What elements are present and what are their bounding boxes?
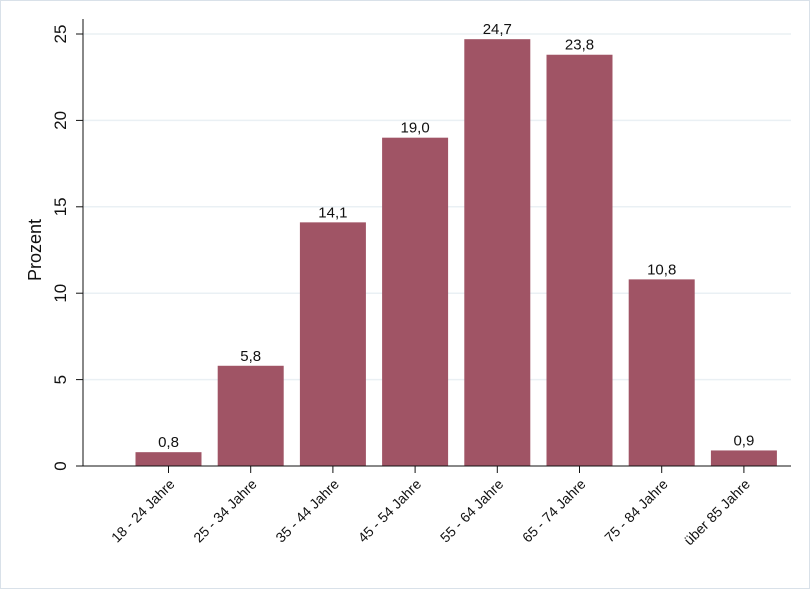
x-tick-label: über 85 Jahre	[681, 476, 754, 549]
y-tick-label: 5	[51, 375, 70, 384]
x-tick-label: 25 - 34 Jahre	[190, 476, 260, 546]
bar-value-label: 19,0	[400, 120, 429, 137]
bar-value-label: 5,8	[240, 348, 261, 365]
bar	[546, 54, 613, 467]
bar-value-label: 24,7	[483, 21, 512, 38]
bar-value-label: 0,9	[733, 432, 754, 449]
x-tick-label: 75 - 84 Jahre	[601, 476, 671, 546]
y-axis-label: Prozent	[25, 219, 45, 281]
bar	[299, 222, 366, 466]
bars: 0,8 5,8 14,1 19,0 24,7 23,8 10,8 0,9	[135, 21, 777, 467]
y-tick-label: 0	[51, 461, 70, 470]
x-axis: 18 - 24 Jahre 25 - 34 Jahre 35 - 44 Jahre 4…	[83, 465, 791, 549]
y-axis: 0 5 10 15 20 25	[51, 19, 84, 471]
bar	[464, 39, 531, 467]
bar-value-label: 0,8	[158, 434, 179, 451]
bar-value-label: 10,8	[647, 261, 676, 278]
x-tick-label: 18 - 24 Jahre	[108, 476, 178, 546]
bar	[710, 450, 777, 466]
bar	[382, 137, 449, 466]
bar-value-label: 23,8	[565, 37, 594, 54]
y-tick-label: 25	[51, 25, 70, 44]
x-tick-label: 65 - 74 Jahre	[519, 476, 589, 546]
y-tick-label: 15	[51, 197, 70, 216]
y-tick-label: 10	[51, 284, 70, 303]
bar	[217, 365, 284, 466]
y-tick-label: 20	[51, 111, 70, 130]
x-tick-label: 55 - 64 Jahre	[437, 476, 507, 546]
bar	[628, 279, 695, 466]
bar-value-label: 14,1	[318, 204, 347, 221]
bar	[135, 452, 202, 466]
x-tick-label: 45 - 54 Jahre	[355, 476, 425, 546]
x-tick-label: 35 - 44 Jahre	[272, 476, 342, 546]
